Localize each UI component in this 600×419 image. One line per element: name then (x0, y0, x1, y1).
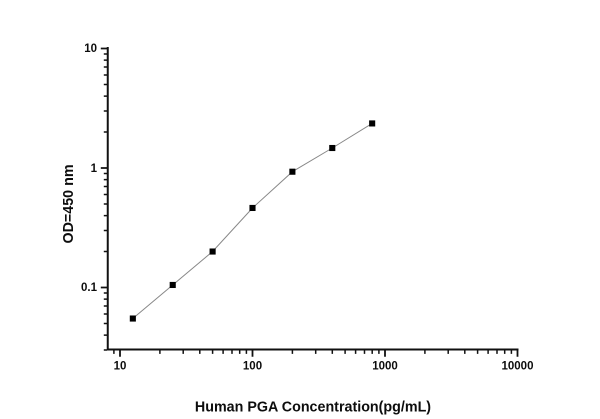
svg-text:1000: 1000 (372, 361, 398, 373)
svg-text:10000: 10000 (502, 361, 534, 373)
svg-text:0.1: 0.1 (81, 282, 98, 294)
svg-text:10: 10 (84, 43, 97, 55)
svg-text:Human PGA Concentration(pg/mL): Human PGA Concentration(pg/mL) (195, 400, 431, 416)
svg-text:OD=450 nm: OD=450 nm (61, 164, 77, 243)
svg-text:10: 10 (114, 361, 127, 373)
svg-text:100: 100 (243, 361, 262, 373)
svg-text:1: 1 (91, 163, 98, 175)
